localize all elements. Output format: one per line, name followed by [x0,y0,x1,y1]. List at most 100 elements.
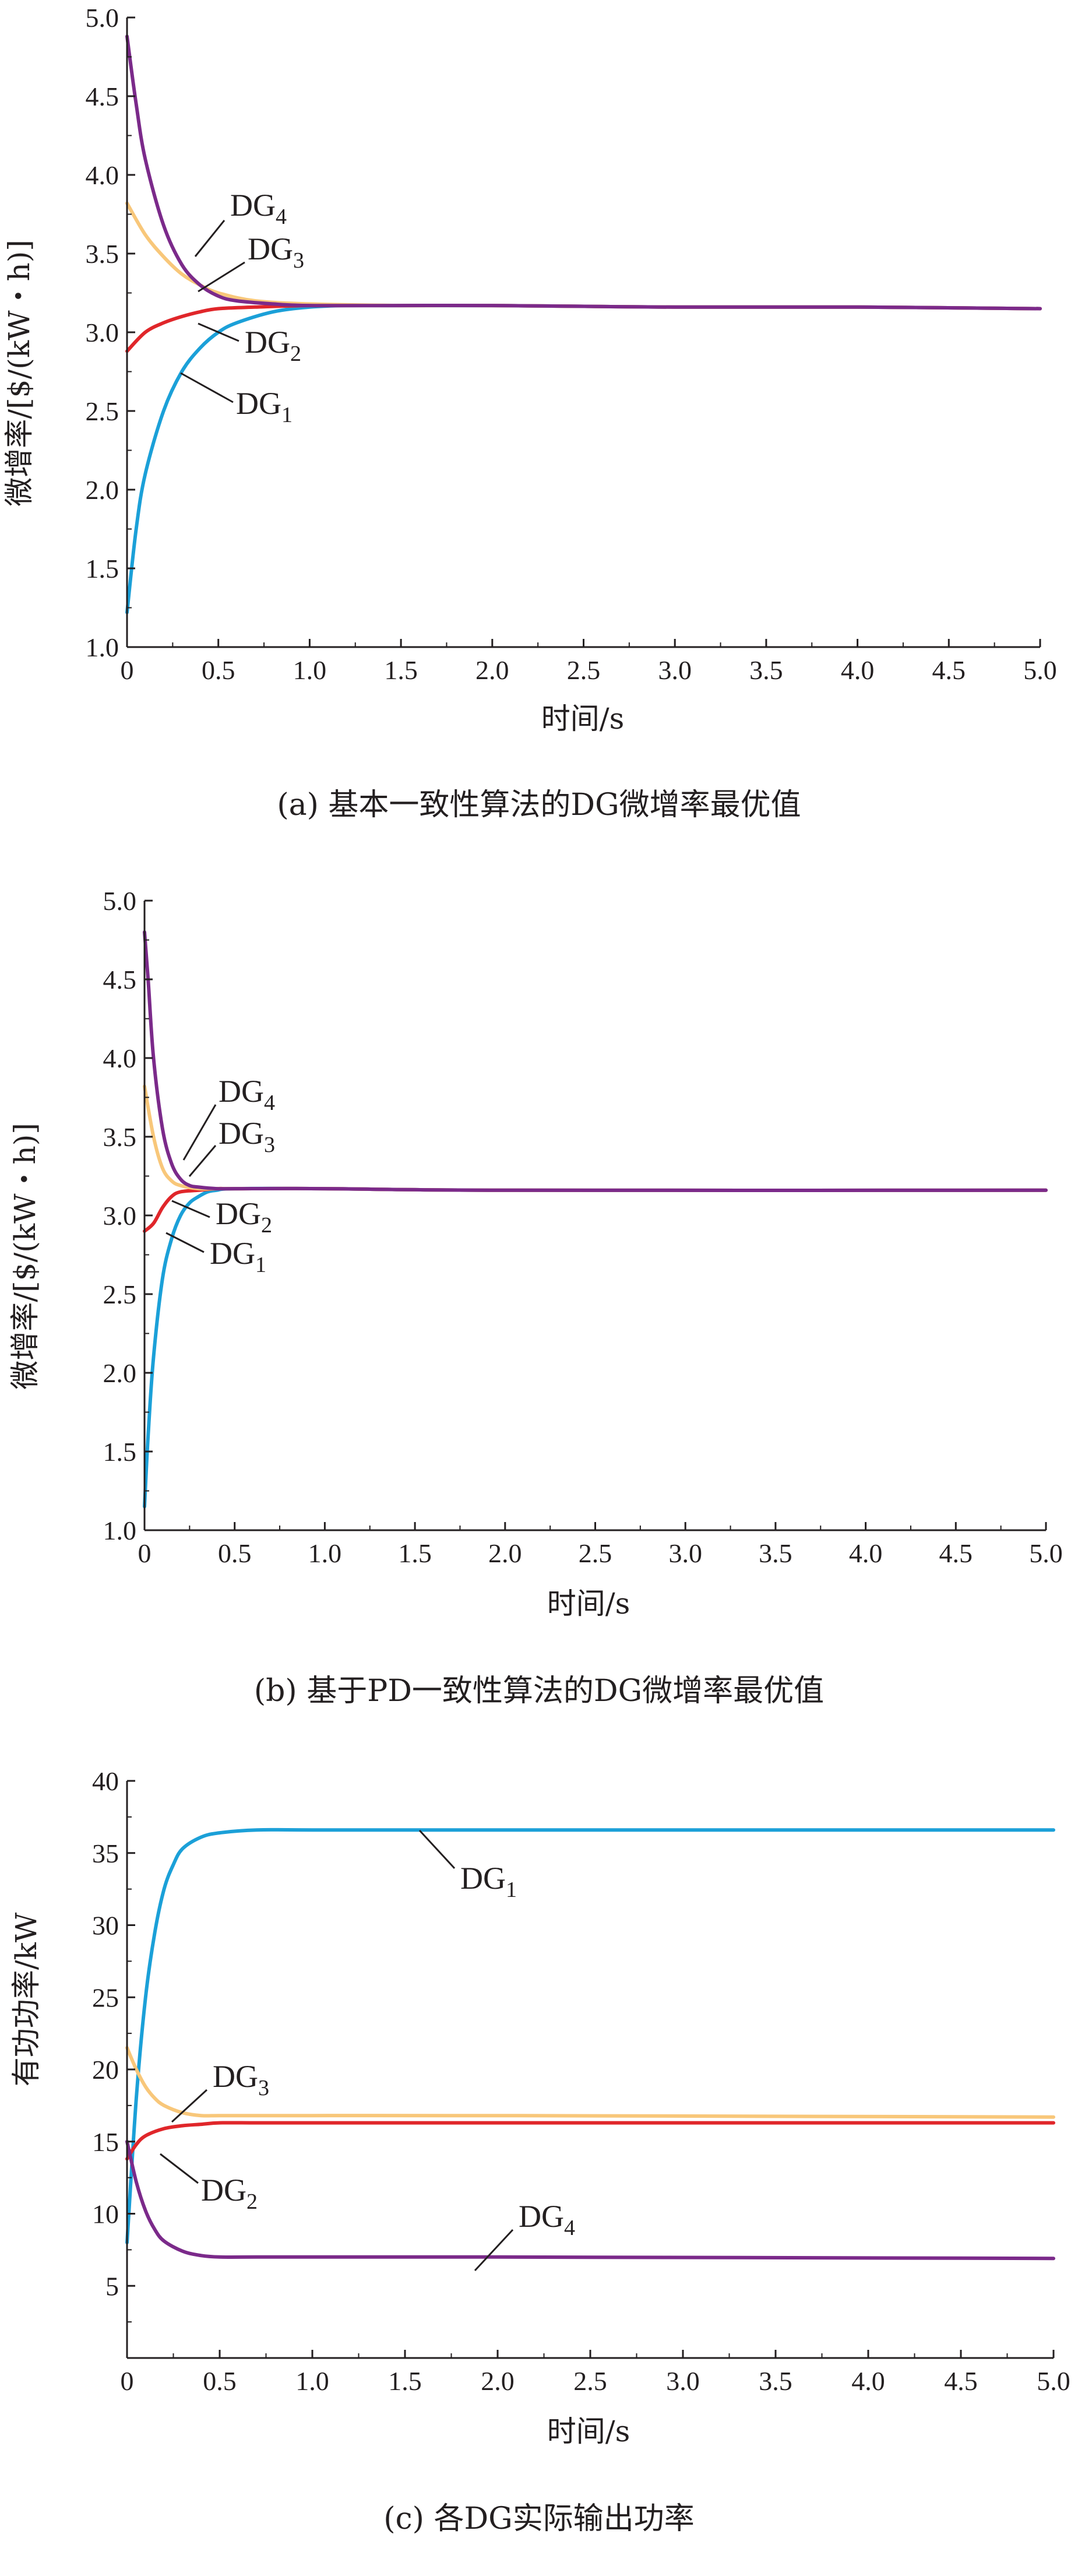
chart-b-caption: (b) 基于PD一致性算法的DG微增率最优值 [254,1674,824,1709]
chart-a-y-tick-label: 1.0 [86,632,119,662]
chart-a-x-tick-label: 2.0 [475,655,509,685]
chart-a-series-dg4 [125,34,1042,311]
chart-a-x-tick-label: 2.5 [567,655,601,685]
chart-a-y-tick-label: 3.5 [86,239,119,269]
chart-b-series [143,930,1048,1509]
chart-a-x-tick-label: 1.0 [293,655,327,685]
chart-b-x-tick-label: 1.0 [308,1538,342,1568]
chart-b-y-tick-label: 3.0 [103,1201,137,1231]
chart-c-x-tick-label: 0 [121,2366,134,2396]
chart-b-xlabel: 时间/s [547,1587,630,1621]
chart-a-axes: 0 0.5 1.0 1.5 2.0 2.5 3.0 3.5 4.0 4.5 5.0 1.0 1.5 2.0… [86,3,1057,685]
chart-b: 0 0.5 1.0 1.5 2.0 2.5 3.0 3.5 4.0 4.5 5.0 1.0 1.5 2.0… [8,886,1063,1709]
chart-c-y-tick-label: 20 [92,2055,119,2085]
chart-b-y-tick-label: 2.0 [103,1358,137,1388]
chart-c-y-tick-label: 15 [92,2127,119,2157]
chart-c-y-tick-label: 10 [92,2199,119,2229]
chart-c-y-tick-label: 25 [92,1983,119,2012]
chart-b-axes: 0 0.5 1.0 1.5 2.0 2.5 3.0 3.5 4.0 4.5 5.0 1.0 1.5 2.0… [103,886,1063,1568]
chart-b-series-dg4 [143,930,1048,1193]
chart-a-x-tick-label: 0 [121,655,134,685]
chart-a-y-tick-label: 1.5 [86,554,119,584]
chart-c-ylabel: 有功功率/kW [9,1912,43,2086]
chart-b-y-tick-label: 1.5 [103,1437,137,1467]
chart-a-x-tick-label: 3.5 [749,655,783,685]
chart-b-y-tick-label: 4.5 [103,965,137,994]
chart-a-x-tick-label: 0.5 [202,655,235,685]
chart-b-x-tick-label: 0.5 [218,1538,252,1568]
chart-c-x-tick-label: 5.0 [1037,2366,1070,2396]
chart-b-series-dg2 [143,1186,1048,1233]
chart-a-series [125,34,1042,614]
chart-b-x-tick-label: 4.0 [849,1538,883,1568]
chart-b-x-tick-label: 4.5 [939,1538,973,1568]
chart-c-caption: (c) 各DG实际输出功率 [383,2501,694,2536]
chart-b-y-tick-label: 4.0 [103,1043,137,1073]
chart-c-x-tick-label: 3.0 [666,2366,700,2396]
svg-text:DG4: DG4 [219,1074,275,1115]
chart-c-x-tick-label: 0.5 [203,2366,237,2396]
chart-a-x-tick-label: 5.0 [1023,655,1057,685]
chart-a-x-tick-label: 1.5 [384,655,418,685]
chart-a-ylabel: 微增率/[$/(kW・h)] [2,240,36,506]
chart-c-axes: 0 0.5 1.0 1.5 2.0 2.5 3.0 3.5 4.0 4.5 5.0 5 10 15 20 25… [92,1766,1070,2396]
chart-b-label-dg2: DG2 [171,1196,272,1238]
chart-c-x-tick-label: 1.5 [388,2366,422,2396]
chart-a-label-dg3: DG3 [198,231,304,293]
chart-c-xlabel: 时间/s [547,2415,630,2448]
svg-text:DG1: DG1 [236,386,293,427]
chart-c-x-tick-label: 4.5 [944,2366,978,2396]
chart-c-label-dg1: DG1 [418,1829,517,1902]
chart-c-x-tick-label: 3.5 [759,2366,792,2396]
chart-b-ylabel: 微增率/[$/(kW・h)] [8,1123,42,1389]
chart-b-series-dg1 [143,1186,1048,1509]
chart-b-x-tick-label: 3.0 [668,1538,702,1568]
chart-b-label-dg1: DG1 [165,1232,266,1277]
chart-c: 0 0.5 1.0 1.5 2.0 2.5 3.0 3.5 4.0 4.5 5.0 5 10 15 20 25… [9,1766,1070,2536]
chart-c-series-dg4 [125,2139,1055,2261]
chart-c-y-tick-label: 30 [92,1911,119,1941]
chart-c-x-tick-label: 2.5 [573,2366,607,2396]
svg-text:DG1: DG1 [210,1236,266,1277]
svg-text:DG2: DG2 [245,325,301,366]
chart-b-x-tick-label: 2.5 [579,1538,612,1568]
chart-a-label-dg1: DG1 [180,372,293,427]
chart-c-x-tick-label: 4.0 [851,2366,885,2396]
chart-b-y-tick-label: 2.5 [103,1280,137,1309]
chart-a-y-tick-label: 4.0 [86,160,119,190]
chart-a-y-tick-label: 5.0 [86,3,119,33]
svg-text:DG2: DG2 [201,2173,258,2214]
chart-a-label-dg4: DG4 [194,188,287,257]
chart-a-y-tick-label: 3.0 [86,318,119,347]
chart-c-x-tick-label: 2.0 [481,2366,515,2396]
chart-b-y-tick-label: 5.0 [103,886,137,916]
chart-c-label-dg4: DG4 [474,2199,575,2272]
svg-text:DG3: DG3 [219,1116,275,1157]
chart-a-caption: (a) 基本一致性算法的DG微增率最优值 [277,788,801,823]
chart-b-y-tick-label: 3.5 [103,1122,137,1152]
chart-c-label-dg2: DG2 [160,2153,258,2214]
svg-text:DG4: DG4 [519,2199,575,2240]
chart-c-series-dg3 [125,2046,1055,2119]
chart-c-series [125,1828,1055,2261]
chart-c-x-tick-label: 1.0 [295,2366,329,2396]
chart-b-x-tick-label: 0 [138,1538,152,1568]
chart-c-y-tick-label: 35 [92,1839,119,1868]
chart-a-y-tick-label: 2.0 [86,475,119,505]
chart-a-label-dg2: DG2 [198,322,301,366]
svg-text:DG3: DG3 [213,2059,269,2100]
chart-c-series-dg2 [125,2121,1055,2161]
chart-b-x-tick-label: 2.0 [488,1538,522,1568]
svg-text:DG3: DG3 [248,231,304,273]
chart-a: 0 0.5 1.0 1.5 2.0 2.5 3.0 3.5 4.0 4.5 5.0 1.0 1.5 2.0… [2,3,1057,823]
chart-a-x-tick-label: 4.0 [841,655,875,685]
chart-c-series-dg1 [125,1828,1055,2244]
chart-a-x-tick-label: 3.0 [658,655,692,685]
svg-text:DG4: DG4 [230,188,287,229]
chart-c-y-tick-label: 40 [92,1766,119,1796]
chart-b-label-dg3: DG3 [188,1116,275,1177]
chart-b-y-tick-label: 1.0 [103,1516,137,1545]
chart-a-xlabel: 时间/s [541,702,625,736]
chart-a-y-tick-label: 2.5 [86,396,119,426]
